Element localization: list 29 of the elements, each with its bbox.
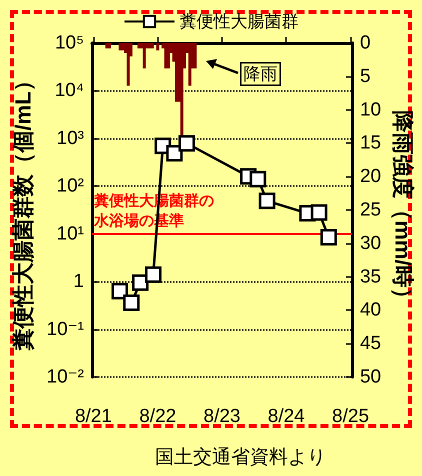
annotation: 降雨: [244, 64, 278, 84]
x-tick-label: 8/24: [268, 406, 306, 427]
y-tick-label: 10⁻¹: [46, 318, 84, 340]
y2-tick-label: 20: [360, 166, 382, 188]
y2-tick-label: 25: [360, 200, 382, 220]
y2-tick-label: 15: [360, 132, 382, 154]
y-axis-title: 糞便性大腸菌群数（個/mL）: [10, 69, 36, 352]
y2-tick-label: 45: [360, 333, 382, 354]
x-tick-label: 8/25: [332, 406, 370, 427]
x-tick-label: 8/23: [203, 406, 240, 427]
y-tick-label: 1: [73, 271, 84, 292]
y2-tick-label: 35: [360, 266, 382, 288]
y2-tick-label: 5: [360, 66, 371, 87]
y2-tick-label: 40: [360, 300, 382, 321]
y-tick-label: 10³: [56, 128, 84, 149]
legend-label: 糞便性大腸菌群: [180, 12, 298, 31]
y2-tick-label: 0: [360, 32, 371, 54]
y2-tick-label: 10: [360, 99, 382, 120]
y-tick-label: 10⁻²: [46, 366, 84, 388]
y-tick-label: 10⁵: [54, 32, 84, 54]
y-tick-label: 10¹: [56, 223, 84, 244]
x-tick-label: 8/21: [74, 406, 112, 427]
y2-tick-label: 50: [360, 366, 382, 388]
y-tick-label: 10⁴: [54, 80, 84, 102]
y-tick-label: 10²: [56, 176, 84, 197]
y2-axis-title: 降雨強度（mm/時）: [390, 110, 416, 310]
text: 国土交通省資料より: [155, 446, 326, 468]
y2-tick-label: 30: [360, 232, 382, 254]
x-tick-label: 8/22: [139, 406, 176, 427]
